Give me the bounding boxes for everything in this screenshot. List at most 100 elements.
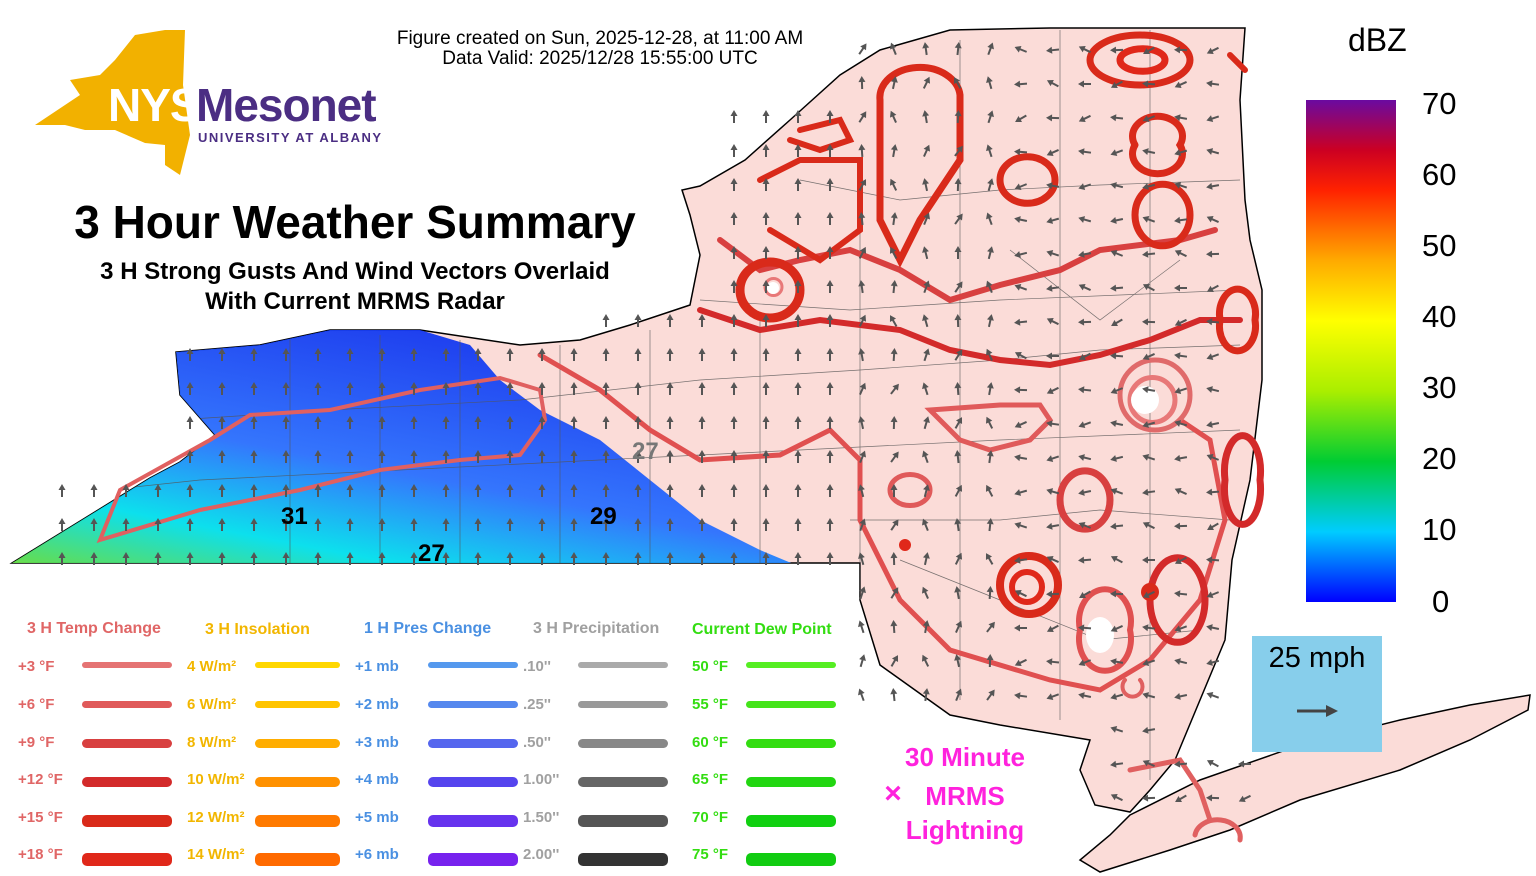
wind-vector-arrow	[923, 348, 930, 362]
legend-line-swatch	[428, 700, 518, 708]
wind-vector-arrow	[858, 43, 867, 55]
colorbar-label: 20	[1422, 441, 1457, 476]
wind-vector-arrow	[282, 552, 290, 565]
wind-vector-arrow	[1014, 183, 1028, 190]
wind-vector-arrow	[923, 416, 930, 430]
wind-vector-arrow	[1046, 149, 1059, 157]
wind-vector-arrow	[250, 552, 258, 565]
wind-vector-arrow	[1078, 659, 1092, 666]
wind-vector-arrow	[922, 552, 930, 566]
wind-vector-arrow	[826, 144, 834, 157]
subtitle-line-2: With Current MRMS Radar	[205, 288, 505, 315]
logo-mesonet-text: Mesonet	[196, 79, 377, 131]
wind-vector-arrow	[506, 382, 514, 395]
wind-vector-arrow	[1174, 352, 1188, 360]
storm-label: 27	[632, 438, 659, 465]
wind-vector-arrow	[1110, 726, 1124, 733]
wind-vector-arrow	[122, 484, 130, 497]
wind-vector-arrow	[890, 587, 899, 599]
wind-vector-arrow	[923, 212, 930, 226]
wind-vector-arrow	[890, 280, 898, 294]
wind-vector-arrow	[762, 518, 770, 531]
wind-vector-arrow	[218, 518, 226, 531]
legend-line-swatch	[82, 662, 172, 668]
wind-vector-arrow	[1142, 726, 1156, 734]
wind-vector-arrow	[1174, 760, 1188, 768]
wind-vector-arrow	[410, 348, 418, 361]
legend-line-swatch	[578, 662, 668, 668]
legend-row-label: 12 W/m²	[187, 809, 245, 826]
wind-vector-arrow	[410, 484, 418, 497]
legend-line-swatch	[746, 662, 836, 668]
wind-vector-arrow	[1110, 352, 1124, 360]
wind-vector-arrow	[538, 416, 546, 429]
wind-vector-arrow	[634, 416, 642, 429]
wind-vector-arrow	[826, 382, 834, 395]
wind-vector-arrow	[1078, 148, 1092, 156]
wind-vector-arrow	[858, 76, 866, 90]
wind-vector-arrow	[602, 518, 610, 531]
wind-vector-arrow	[314, 416, 322, 429]
wind-vector-arrow	[730, 348, 738, 361]
wind-vector-arrow	[826, 178, 834, 191]
wind-vector-arrow	[346, 450, 354, 463]
wind-vector-arrow	[1111, 318, 1123, 327]
wind-vector-arrow	[1174, 487, 1187, 495]
wind-vector-arrow	[858, 688, 865, 702]
wind-vector-arrow	[794, 280, 802, 293]
wind-vector-arrow	[1110, 455, 1124, 462]
wind-vector-arrow	[1046, 488, 1060, 495]
wind-vector-arrow	[410, 416, 418, 429]
wind-vector-arrow	[762, 144, 770, 157]
wind-vector-arrow	[1046, 46, 1060, 54]
wind-vector-arrow	[1014, 421, 1027, 429]
wind-vector-arrow	[987, 178, 994, 192]
data-valid-text: Data Valid: 2025/12/28 15:55:00 UTC	[442, 48, 758, 69]
wind-vector-arrow	[314, 552, 322, 565]
wind-vector-arrow	[1078, 488, 1092, 496]
wind-vector-arrow	[410, 450, 418, 463]
wind-vector-arrow	[122, 552, 130, 565]
wind-vector-arrow	[730, 450, 738, 463]
legend-line-swatch	[578, 852, 668, 866]
wind-vector-arrow	[890, 76, 898, 90]
wind-vector-arrow	[1078, 454, 1092, 461]
wind-vector-arrow	[698, 518, 706, 531]
wind-vector-arrow	[1046, 284, 1060, 292]
legend-line-swatch	[746, 776, 836, 787]
wind-vector-arrow	[985, 553, 994, 565]
wind-vector-arrow	[442, 450, 450, 463]
wind-vector-arrow	[922, 620, 930, 634]
legend-row-label: 55 °F	[692, 696, 729, 713]
wind-vector-arrow	[378, 518, 386, 531]
wind-vector-arrow	[889, 110, 897, 123]
wind-vector-arrow	[1238, 794, 1251, 803]
wind-vector-arrow	[954, 213, 963, 225]
wind-vector-arrow	[922, 688, 930, 702]
wind-vector-arrow	[1110, 522, 1124, 530]
wind-vector-arrow	[378, 416, 386, 429]
wind-vector-arrow	[346, 518, 354, 531]
wind-vector-arrow	[922, 42, 930, 56]
legend-line-swatch	[255, 776, 340, 787]
legend-line-swatch	[578, 815, 668, 827]
wind-vector-arrow	[666, 484, 674, 497]
wind-vector-arrow	[58, 518, 66, 531]
subtitle-line-1: 3 H Strong Gusts And Wind Vectors Overla…	[100, 258, 610, 285]
wind-vector-arrow	[1174, 249, 1187, 258]
colorbar-label: 60	[1422, 157, 1457, 192]
wind-vector-arrow	[250, 450, 258, 463]
wind-vector-arrow	[859, 654, 866, 668]
wind-vector-arrow	[922, 382, 929, 396]
wind-vector-arrow	[826, 552, 834, 565]
wind-vector-arrow	[410, 518, 418, 531]
wind-vector-arrow	[378, 382, 386, 395]
wind-vector-arrow	[730, 178, 738, 191]
wind-vector-arrow	[1174, 182, 1188, 189]
legend-header-insolation: 3 H Insolation	[205, 621, 310, 638]
legend-row-label: 75 °F	[692, 846, 729, 863]
legend-line-swatch	[746, 852, 836, 866]
wind-vector-arrow	[1110, 80, 1123, 89]
wind-vector-arrow	[1206, 250, 1220, 258]
